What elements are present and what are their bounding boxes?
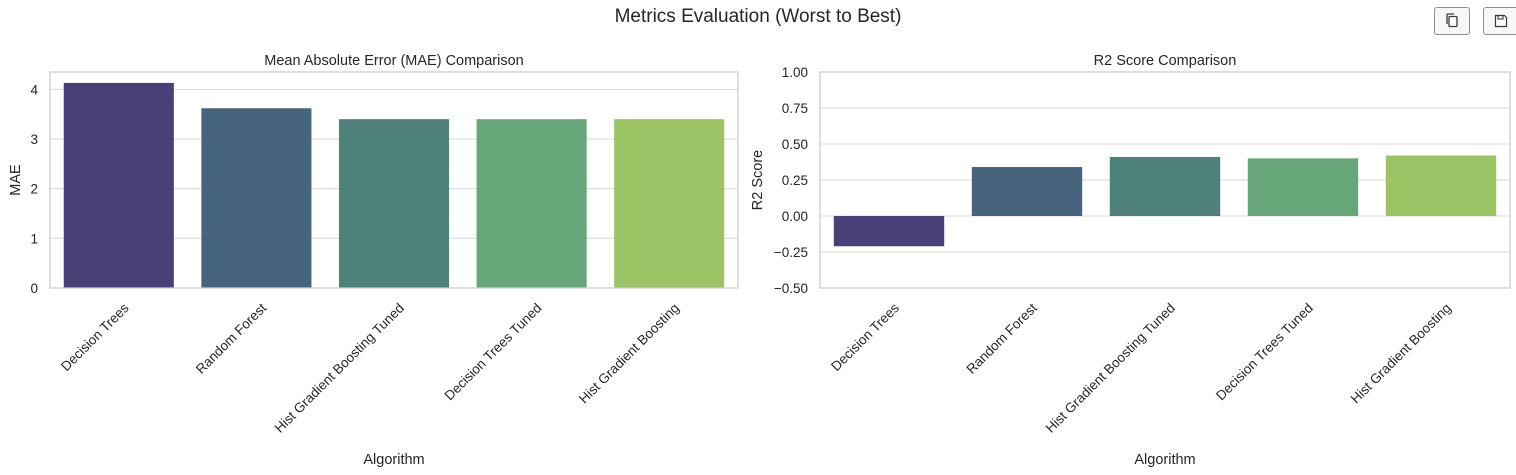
- r2-bar: [1385, 155, 1497, 216]
- mae-bar: [63, 82, 174, 289]
- mae-ytick-label: 0: [30, 281, 38, 296]
- copy-button[interactable]: [1434, 7, 1470, 35]
- r2-xtick-label: Hist Gradient Boosting: [1348, 300, 1454, 406]
- mae-ytick-label: 4: [30, 82, 38, 97]
- mae-bar: [614, 119, 725, 288]
- mae-ytick-label: 2: [30, 182, 38, 197]
- save-button[interactable]: [1483, 7, 1516, 35]
- mae-x-axis-label: Algorithm: [363, 452, 424, 468]
- r2-xtick-label: Hist Gradient Boosting Tuned: [1043, 300, 1178, 435]
- r2-bar: [1247, 158, 1359, 216]
- r2-ytick-label: 1.00: [782, 65, 808, 80]
- r2-bar: [833, 216, 945, 247]
- mae-axes-frame: [49, 71, 739, 289]
- mae-bar: [476, 119, 587, 288]
- mae-xtick-label: Decision Trees: [58, 300, 132, 374]
- r2-ytick-label: −0.50: [774, 281, 808, 296]
- r2-x-axis-label: Algorithm: [1134, 452, 1195, 468]
- r2-xtick-label: Random Forest: [964, 300, 1041, 377]
- r2-bar: [971, 167, 1083, 216]
- r2-axes-frame: [819, 71, 1511, 289]
- mae-ytick-label: 1: [30, 231, 38, 246]
- mae-ytick-label: 3: [30, 132, 38, 147]
- r2-ytick-label: 0.75: [782, 101, 808, 116]
- save-icon: [1494, 14, 1508, 28]
- r2-ytick-label: 0.00: [782, 209, 808, 224]
- r2-y-axis-label: R2 Score: [750, 150, 766, 210]
- mae-xtick-label: Random Forest: [193, 300, 270, 377]
- r2-xtick-label: Decision Trees: [828, 300, 902, 374]
- r2-ytick-label: 0.25: [782, 173, 808, 188]
- r2-bar: [1109, 156, 1221, 216]
- r2-xtick-label: Decision Trees Tuned: [1213, 300, 1316, 403]
- mae-xtick-label: Hist Gradient Boosting: [576, 300, 682, 406]
- r2-ytick-label: 0.50: [782, 137, 808, 152]
- mae-xtick-label: Hist Gradient Boosting Tuned: [272, 300, 407, 435]
- copy-icon: [1446, 13, 1458, 28]
- r2-ytick-label: −0.25: [774, 245, 808, 260]
- r2-chart-title: R2 Score Comparison: [1094, 53, 1237, 69]
- mae-xtick-label: Decision Trees Tuned: [442, 300, 545, 403]
- figure-title: Metrics Evaluation (Worst to Best): [614, 6, 902, 27]
- mae-bar: [201, 108, 312, 288]
- mae-y-axis-label: MAE: [8, 164, 24, 196]
- mae-bar: [338, 119, 450, 288]
- mae-chart-title: Mean Absolute Error (MAE) Comparison: [264, 53, 524, 69]
